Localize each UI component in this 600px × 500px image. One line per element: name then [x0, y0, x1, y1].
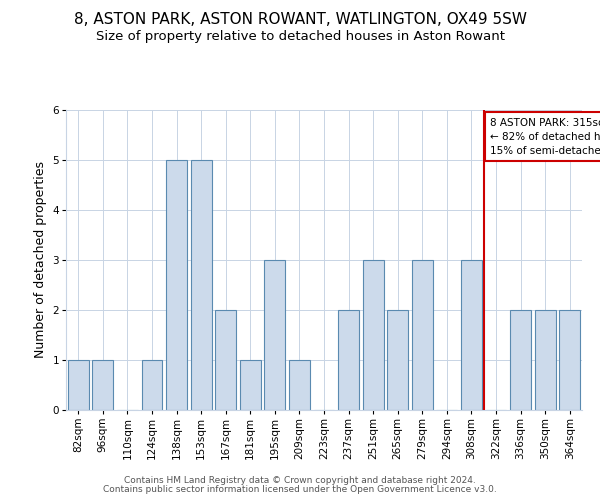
- Bar: [68, 360, 89, 410]
- Bar: [92, 360, 113, 410]
- Bar: [362, 260, 383, 410]
- Bar: [240, 360, 261, 410]
- Text: Size of property relative to detached houses in Aston Rowant: Size of property relative to detached ho…: [95, 30, 505, 43]
- Text: Contains HM Land Registry data © Crown copyright and database right 2024.: Contains HM Land Registry data © Crown c…: [124, 476, 476, 485]
- Bar: [535, 310, 556, 410]
- Y-axis label: Number of detached properties: Number of detached properties: [34, 162, 47, 358]
- Bar: [191, 160, 212, 410]
- Text: 8, ASTON PARK, ASTON ROWANT, WATLINGTON, OX49 5SW: 8, ASTON PARK, ASTON ROWANT, WATLINGTON,…: [74, 12, 527, 28]
- Bar: [510, 310, 531, 410]
- Bar: [461, 260, 482, 410]
- Bar: [338, 310, 359, 410]
- Bar: [265, 260, 286, 410]
- Bar: [166, 160, 187, 410]
- Bar: [289, 360, 310, 410]
- Bar: [142, 360, 163, 410]
- Bar: [412, 260, 433, 410]
- Text: Contains public sector information licensed under the Open Government Licence v3: Contains public sector information licen…: [103, 485, 497, 494]
- Bar: [559, 310, 580, 410]
- Text: 8 ASTON PARK: 315sqm
← 82% of detached houses are smaller (27)
15% of semi-detac: 8 ASTON PARK: 315sqm ← 82% of detached h…: [490, 118, 600, 156]
- Bar: [387, 310, 408, 410]
- Bar: [215, 310, 236, 410]
